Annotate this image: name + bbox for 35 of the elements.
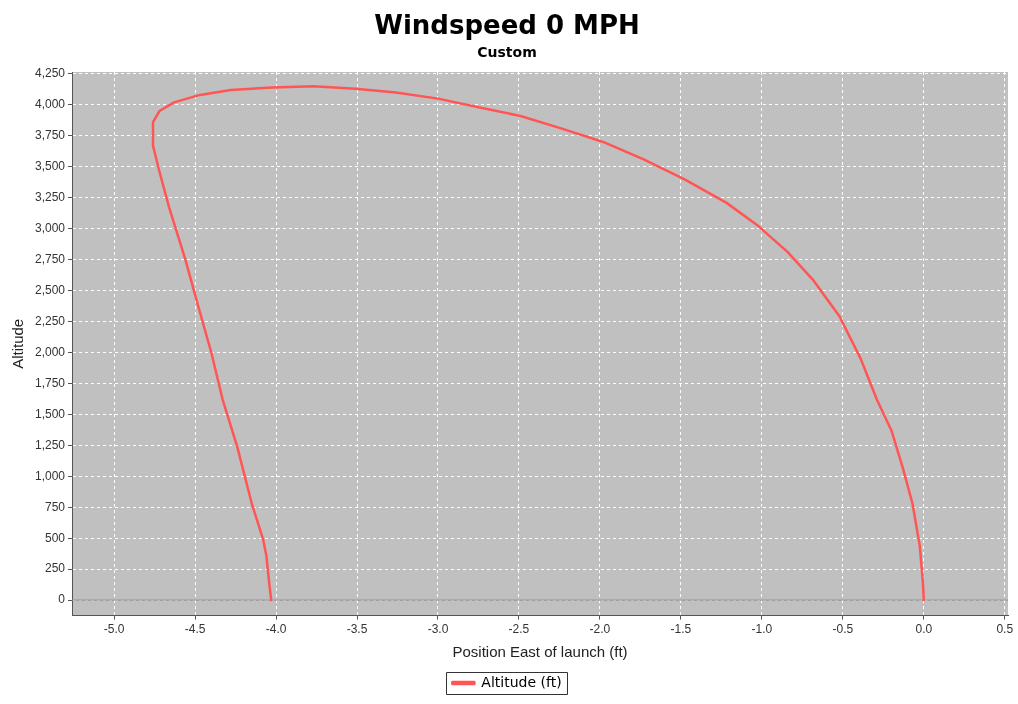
y-axis-title: Altitude bbox=[9, 318, 27, 369]
x-tick-label: -1.5 bbox=[670, 622, 692, 637]
y-tick-label: 2,250 bbox=[35, 313, 66, 328]
x-tick-label: -4.0 bbox=[265, 622, 287, 637]
x-tick-label: -2.0 bbox=[589, 622, 611, 637]
x-tick-label: -1.0 bbox=[751, 622, 773, 637]
y-tick-label: 2,000 bbox=[35, 344, 66, 359]
legend-label: Altitude (ft) bbox=[481, 673, 562, 690]
y-tick-label: 3,500 bbox=[35, 159, 66, 174]
x-tick-label: -5.0 bbox=[103, 622, 125, 637]
x-tick-label: -0.5 bbox=[832, 622, 854, 637]
x-tick-label: -3.5 bbox=[346, 622, 368, 637]
x-tick-label: -4.5 bbox=[184, 622, 206, 637]
y-tick-label: 3,000 bbox=[35, 220, 66, 235]
y-tick-label: 500 bbox=[45, 530, 66, 545]
y-tick-label: 2,500 bbox=[35, 282, 66, 297]
x-tick-label: 0.0 bbox=[915, 622, 933, 637]
y-tick-label: 1,500 bbox=[35, 406, 66, 421]
y-tick-label: 4,250 bbox=[35, 66, 66, 81]
y-tick-label: 2,750 bbox=[35, 251, 66, 266]
y-tick-label: 4,000 bbox=[35, 97, 66, 112]
y-tick-label: 1,750 bbox=[35, 375, 66, 390]
x-axis-title: Position East of launch (ft) bbox=[452, 643, 628, 661]
y-tick-label: 3,750 bbox=[35, 128, 66, 143]
y-tick-label: 750 bbox=[45, 499, 66, 514]
x-tick-label: -3.0 bbox=[427, 622, 449, 637]
y-tick-label: 250 bbox=[45, 561, 66, 576]
y-tick-label: 3,250 bbox=[35, 190, 66, 204]
x-tick-label: 0.5 bbox=[996, 622, 1014, 637]
chart-subtitle: Custom bbox=[477, 44, 537, 61]
y-tick-label: 1,250 bbox=[35, 437, 66, 452]
chart-title: Windspeed 0 MPH bbox=[374, 10, 640, 41]
x-tick-label: -2.5 bbox=[508, 622, 530, 637]
y-tick-label: 0 bbox=[58, 592, 66, 607]
y-tick-label: 1,000 bbox=[35, 468, 66, 483]
